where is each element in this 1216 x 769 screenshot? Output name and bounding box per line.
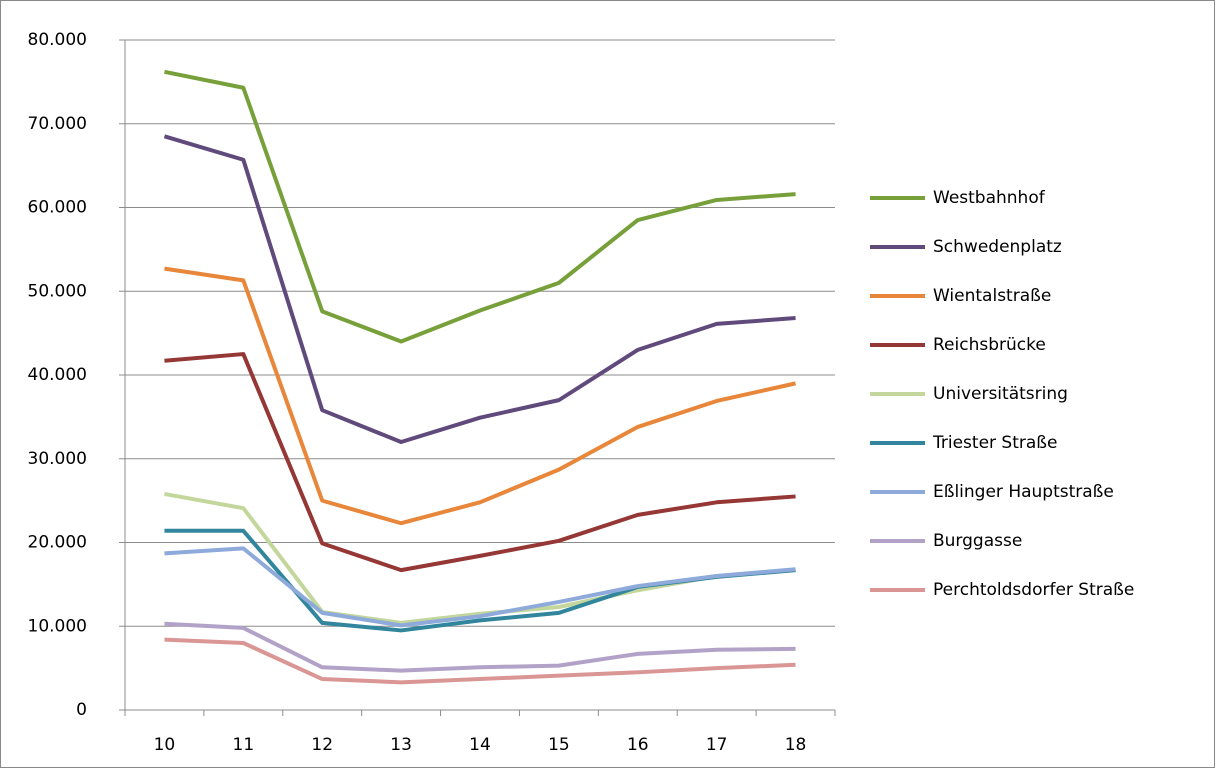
x-tick-label: 12	[311, 735, 333, 755]
x-tick-label: 11	[233, 735, 255, 755]
y-tick-label: 30.000	[28, 449, 87, 469]
legend-label: Perchtoldsdorfer Straße	[933, 580, 1134, 600]
legend-label: Universitätsring	[933, 384, 1068, 404]
legend-label: Wientalstraße	[933, 286, 1051, 306]
series-line	[164, 637, 796, 685]
x-tick-label: 10	[154, 735, 176, 755]
legend-label: Triester Straße	[932, 433, 1057, 453]
x-tick-label: 15	[548, 735, 570, 755]
series-line	[164, 352, 796, 573]
y-tick-label: 70.000	[28, 114, 87, 134]
series-line	[164, 266, 796, 526]
series-line	[163, 134, 796, 444]
y-tick-label: 80.000	[28, 30, 87, 50]
x-tick-label: 17	[706, 735, 728, 755]
y-tick-label: 60.000	[28, 198, 87, 218]
x-tick-label: 13	[390, 735, 412, 755]
series-line	[164, 69, 796, 344]
y-tick-label: 20.000	[28, 533, 87, 553]
y-tick-label: 50.000	[28, 281, 87, 301]
x-tick-label: 14	[469, 735, 491, 755]
legend-label: Westbahnhof	[933, 188, 1046, 208]
legend-label: Eßlinger Hauptstraße	[933, 482, 1114, 502]
y-tick-label: 10.000	[28, 616, 87, 636]
legend-label: Reichsbrücke	[933, 335, 1046, 355]
series-line	[164, 621, 796, 673]
y-tick-label: 0	[76, 700, 87, 720]
legend-label: Burggasse	[933, 531, 1022, 551]
legend-label: Schwedenplatz	[933, 237, 1062, 257]
series-line	[164, 546, 796, 628]
x-tick-label: 16	[627, 735, 649, 755]
x-tick-label: 18	[785, 735, 807, 755]
y-tick-label: 40.000	[28, 365, 87, 385]
